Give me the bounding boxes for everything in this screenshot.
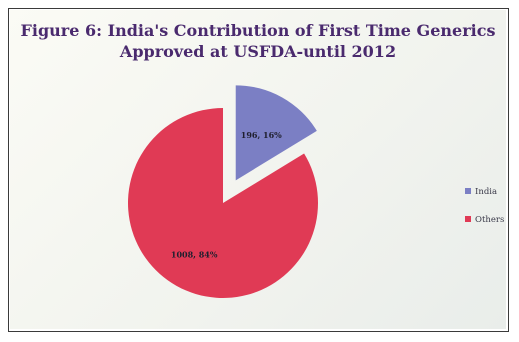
- slice-label-0: 196, 16%: [241, 130, 282, 140]
- legend-swatch-0: [465, 188, 471, 194]
- chart-title-line-1: Figure 6: India's Contribution of First …: [20, 21, 496, 40]
- pie-chart: 196, 16% 1008, 84% India Others co: [128, 85, 506, 298]
- pie-slice-india: [235, 85, 317, 181]
- plot-area: Figure 6: India's Contribution of First …: [10, 10, 506, 329]
- figure-frame: Figure 6: India's Contribution of First …: [8, 8, 509, 332]
- chart-title-line-2: Approved at USFDA-until 2012: [119, 42, 397, 61]
- chart-title: Figure 6: India's Contribution of First …: [10, 20, 506, 62]
- pie-slice-others-countries: [128, 108, 318, 298]
- slice-label-1: 1008, 84%: [171, 249, 218, 259]
- legend-label-1: Others co: [475, 215, 506, 225]
- legend-label-0: India: [475, 187, 497, 197]
- legend-swatch-1: [465, 216, 471, 222]
